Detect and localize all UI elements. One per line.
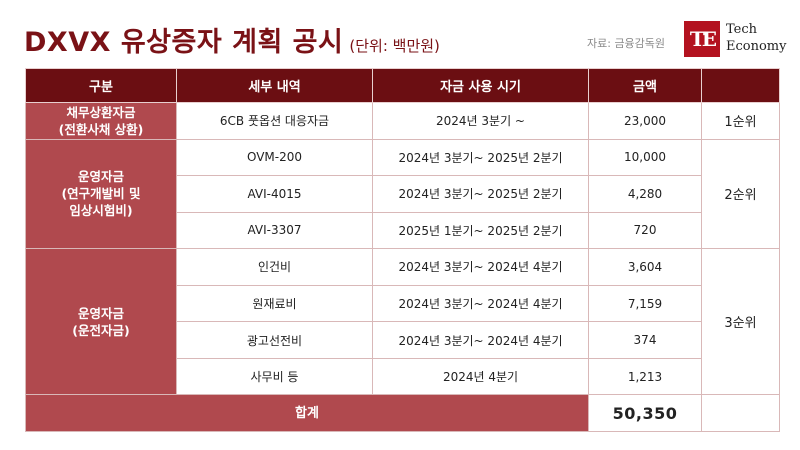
amount-cell: 7,159: [588, 284, 702, 323]
title-text: DXVX 유상증자 계획 공시: [24, 27, 344, 58]
table-row: 광고선전비 2024년 3분기~ 2024년 4분기 374: [26, 321, 780, 359]
detail-cell: AVI-4015: [176, 175, 373, 213]
detail-cell: OVM-200: [176, 138, 373, 177]
period-cell: 2024년 3분기~ 2024년 4분기: [372, 321, 589, 359]
amount-cell: 720: [588, 211, 702, 250]
unit-label: (단위: 백만원): [349, 37, 440, 55]
page-title: DXVX 유상증자 계획 공시 (단위: 백만원): [24, 20, 440, 59]
header-category: 구분: [25, 68, 177, 103]
category-line: (전환사채 상환): [58, 121, 144, 137]
total-row: 합계 50,350: [25, 394, 780, 432]
category-line: 채무상환자금: [66, 104, 136, 120]
detail-cell: 6CB 풋옵션 대응자금: [176, 102, 373, 140]
table-row: 운영자금 (운전자금) 인건비 2024년 3분기~ 2024년 4분기 3,6…: [25, 248, 780, 396]
period-cell: 2025년 1분기~ 2025년 2분기: [372, 211, 589, 250]
amount-cell: 23,000: [588, 102, 702, 140]
table-row: AVI-3307 2025년 1분기~ 2025년 2분기 720: [26, 211, 780, 250]
total-value: 50,350: [588, 394, 702, 432]
detail-cell: AVI-3307: [176, 211, 373, 250]
table-row: AVI-4015 2024년 3분기~ 2025년 2분기 4,280: [26, 175, 780, 213]
total-rank-empty: [701, 394, 780, 432]
category-cell: 채무상환자금 (전환사채 상환): [25, 102, 177, 140]
category-line: 임상시험비): [69, 203, 133, 219]
period-cell: 2024년 3분기~ 2024년 4분기: [372, 284, 589, 323]
category-line: (운전자금): [72, 322, 130, 338]
detail-cell: 인건비: [176, 248, 373, 286]
header-rank: [701, 68, 780, 103]
detail-cell: 광고선전비: [176, 321, 373, 359]
header-period: 자금 사용 시기: [372, 68, 589, 103]
table-header-row: 구분 세부 내역 자금 사용 시기 금액: [25, 68, 780, 103]
period-cell: 2024년 4분기: [372, 357, 589, 396]
category-line: 운영자금: [77, 305, 124, 321]
category-cell: 운영자금 (운전자금): [25, 248, 177, 396]
table-row: 채무상환자금 (전환사채 상환) 6CB 풋옵션 대응자금 2024년 3분기 …: [25, 102, 780, 140]
period-cell: 2024년 3분기~ 2025년 2분기: [372, 138, 589, 177]
header: DXVX 유상증자 계획 공시 (단위: 백만원) 자료: 금융감독원 TE Te…: [24, 12, 786, 62]
table-row: 사무비 등 2024년 4분기 1,213: [26, 357, 780, 396]
logo-line-2: Economy: [726, 39, 787, 54]
period-cell: 2024년 3분기 ~: [372, 102, 589, 140]
category-cell: 운영자금 (연구개발비 및 임상시험비): [25, 138, 177, 250]
detail-cell: 사무비 등: [176, 357, 373, 396]
amount-cell: 4,280: [588, 175, 702, 213]
table-row: 운영자금 (연구개발비 및 임상시험비) OVM-200 2024년 3분기~ …: [25, 138, 780, 250]
header-amount: 금액: [588, 68, 702, 103]
amount-cell: 1,213: [588, 357, 702, 396]
amount-cell: 374: [588, 321, 702, 359]
period-cell: 2024년 3분기~ 2025년 2분기: [372, 175, 589, 213]
period-cell: 2024년 3분기~ 2024년 4분기: [372, 248, 589, 286]
funding-plan-table: 구분 세부 내역 자금 사용 시기 금액 채무상환자금 (전환사채 상환) 6C…: [25, 68, 780, 432]
category-line: (연구개발비 및: [61, 186, 141, 202]
tech-economy-logo: TE Tech Economy: [684, 19, 788, 59]
header-detail: 세부 내역: [176, 68, 373, 103]
amount-cell: 3,604: [588, 248, 702, 286]
logo-line-1: Tech: [726, 22, 758, 37]
amount-cell: 10,000: [588, 138, 702, 177]
category-line: 운영자금: [77, 169, 124, 185]
rank-cell: 1순위: [701, 102, 780, 140]
logo-wordmark: Tech Economy: [726, 21, 786, 55]
source-label: 자료: 금융감독원: [587, 37, 666, 50]
rank-cell: 2순위: [701, 138, 780, 250]
rank-cell: 3순위: [701, 248, 780, 396]
total-label: 합계: [25, 394, 589, 432]
te-logo-icon: TE: [684, 21, 720, 57]
table-row: 원재료비 2024년 3분기~ 2024년 4분기 7,159: [26, 284, 780, 323]
detail-cell: 원재료비: [176, 284, 373, 323]
